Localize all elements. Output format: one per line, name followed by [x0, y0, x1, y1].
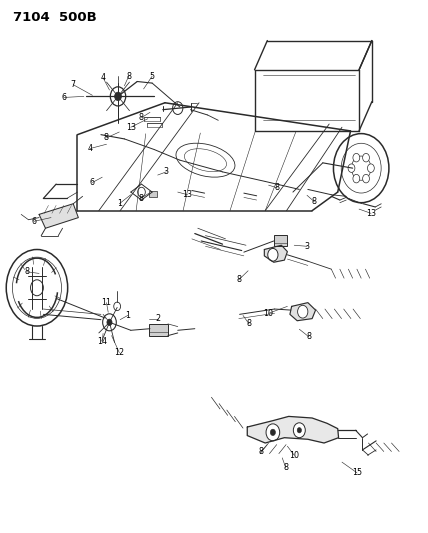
Circle shape — [172, 102, 183, 115]
Circle shape — [293, 423, 305, 438]
Circle shape — [110, 87, 126, 106]
Text: 2: 2 — [155, 314, 160, 323]
Circle shape — [270, 429, 276, 435]
Text: 3: 3 — [304, 242, 309, 251]
Polygon shape — [265, 245, 287, 262]
Text: 12: 12 — [114, 348, 125, 357]
Text: 4: 4 — [101, 73, 106, 82]
Circle shape — [30, 280, 43, 296]
Circle shape — [348, 164, 355, 172]
Text: 5: 5 — [149, 71, 155, 80]
Circle shape — [266, 424, 280, 441]
Text: 8: 8 — [138, 194, 143, 203]
Circle shape — [138, 187, 146, 197]
Circle shape — [297, 427, 301, 433]
Text: 13: 13 — [183, 190, 193, 199]
Text: 3: 3 — [164, 167, 169, 176]
Circle shape — [363, 154, 369, 162]
Text: 13: 13 — [366, 209, 376, 218]
Polygon shape — [290, 303, 315, 321]
Text: 13: 13 — [126, 123, 136, 132]
Text: 10: 10 — [289, 451, 299, 460]
Circle shape — [297, 305, 308, 318]
Polygon shape — [247, 416, 339, 443]
Text: 6: 6 — [61, 93, 66, 102]
Text: 8: 8 — [139, 113, 144, 122]
Text: 14: 14 — [97, 337, 107, 346]
Polygon shape — [39, 204, 78, 228]
Bar — [149, 324, 168, 336]
Text: 8: 8 — [259, 447, 263, 456]
Circle shape — [114, 302, 121, 311]
Text: 8: 8 — [247, 319, 252, 328]
Text: 1: 1 — [125, 311, 130, 320]
Circle shape — [115, 92, 122, 101]
Text: 10: 10 — [264, 309, 273, 318]
Text: 8: 8 — [312, 197, 317, 206]
Text: 8: 8 — [126, 71, 131, 80]
Text: 15: 15 — [352, 469, 362, 477]
Text: 11: 11 — [101, 298, 111, 307]
Circle shape — [107, 319, 112, 326]
Text: 1: 1 — [117, 199, 122, 208]
Text: 6: 6 — [90, 178, 95, 187]
Bar — [274, 235, 286, 246]
Text: 8: 8 — [25, 268, 30, 276]
Text: 8: 8 — [104, 133, 109, 142]
Text: 6: 6 — [32, 217, 36, 226]
Circle shape — [268, 248, 278, 261]
Text: 4: 4 — [88, 144, 93, 153]
Circle shape — [363, 174, 369, 183]
Text: 7: 7 — [71, 80, 76, 89]
Bar — [149, 191, 157, 197]
Text: 8: 8 — [283, 463, 288, 472]
Circle shape — [353, 154, 360, 162]
Text: 8: 8 — [275, 183, 279, 192]
Text: 8: 8 — [306, 332, 311, 341]
Circle shape — [103, 314, 116, 331]
Text: 7104  500B: 7104 500B — [14, 11, 97, 24]
Circle shape — [353, 174, 360, 183]
Text: 8: 8 — [236, 275, 241, 284]
Circle shape — [368, 164, 374, 172]
